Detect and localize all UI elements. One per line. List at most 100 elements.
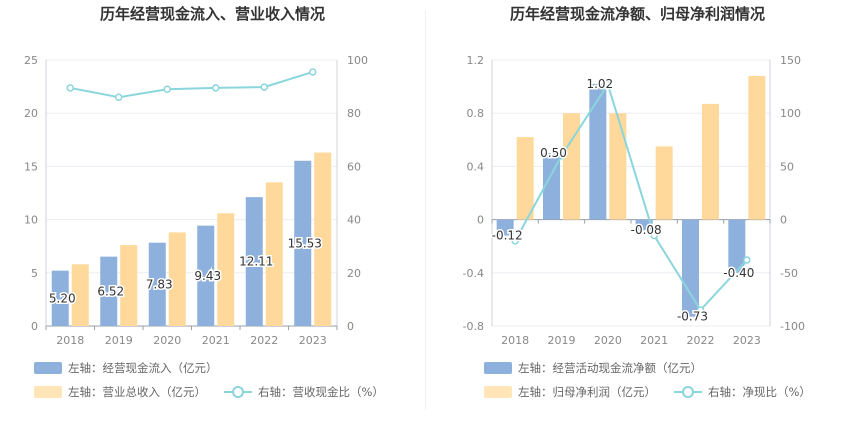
x-tick-label: 2022 — [687, 334, 715, 347]
bar-secondary — [71, 264, 89, 326]
y-left-tick-label: 0.4 — [467, 160, 485, 173]
y-left-tick-label: 25 — [24, 54, 38, 67]
y-left-tick-label: 0 — [31, 320, 38, 333]
x-tick-label: 2019 — [548, 334, 576, 347]
ratio-point — [115, 93, 123, 101]
x-tick-label: 2021 — [202, 334, 230, 347]
bar-primary — [245, 197, 263, 326]
ratio-point — [212, 84, 220, 92]
bar-primary — [682, 219, 699, 317]
bar-primary — [197, 225, 215, 326]
y-left-tick-label: 15 — [24, 160, 38, 173]
legend-item-ratio[interactable]: 右轴：营收现金比（%） — [224, 384, 384, 400]
x-tick-label: 2023 — [733, 334, 761, 347]
y-right-tick-label: 150 — [780, 54, 801, 67]
y-left-tick-label: 20 — [24, 107, 38, 120]
bar-secondary — [655, 146, 673, 220]
y-right-tick-label: 80 — [347, 107, 361, 120]
legend-label: 左轴：经营活动现金流净额（亿元） — [518, 361, 702, 375]
legend-row-2: 左轴：营业总收入（亿元） 右轴：营收现金比（%） — [34, 384, 402, 400]
ratio-point — [696, 306, 705, 314]
legend-line-icon — [674, 386, 702, 398]
ratio-point — [650, 231, 658, 240]
data-label: -0.40 — [723, 266, 754, 280]
ratio-line — [70, 71, 314, 99]
y-right-tick-label: 60 — [347, 160, 361, 173]
left-chart-plot: 0 5 10 15 20 25 0 20 40 60 80 100 2018 2019 2020 2021 20… — [24, 54, 368, 347]
y-right-tick-label: 0 — [347, 320, 354, 333]
bar-secondary — [265, 182, 283, 326]
data-label: 9.43 — [194, 269, 221, 283]
ratio-point — [557, 152, 566, 160]
legend-item-net-cash-flow[interactable]: 左轴：经营活动现金流净额（亿元） — [484, 360, 702, 376]
bar-primary — [589, 83, 607, 220]
x-tick-label: 2021 — [640, 334, 668, 347]
legend-swatch-orange — [484, 386, 512, 398]
bar-secondary — [702, 103, 719, 220]
bar-secondary — [217, 213, 235, 326]
data-label: 1.02 — [586, 77, 613, 91]
left-chart-panel: 历年经营现金流入、营业收入情况 0 5 10 15 20 25 0 20 40 60 80 100 20… — [24, 5, 402, 400]
x-tick-label: 2022 — [250, 334, 278, 347]
x-tick-label: 2018 — [56, 334, 84, 347]
bar-primary — [543, 153, 560, 220]
data-label: 6.52 — [97, 284, 124, 298]
legend-row-2: 左轴：归母净利润（亿元） 右轴：净现比（%） — [484, 384, 829, 400]
bar-secondary — [168, 232, 186, 326]
legend-swatch-blue — [34, 362, 62, 374]
bar-primary — [496, 219, 514, 236]
bar-primary — [100, 256, 118, 326]
data-label: 15.53 — [288, 236, 322, 250]
bar-secondary — [748, 75, 766, 220]
legend-label: 左轴：归母净利润（亿元） — [518, 385, 656, 399]
y-right-tick-label: 0 — [780, 214, 787, 227]
legend-item-net-cash-ratio[interactable]: 右轴：净现比（%） — [674, 384, 811, 400]
bar-primary — [294, 160, 312, 326]
right-chart-panel: 历年经营现金流净额、归母净利润情况 -0.8 -0.4 0 0.4 0.8 1.2 -100… — [425, 0, 850, 437]
y-right-tick-label: 40 — [347, 214, 361, 227]
y-right-tick-label: -50 — [780, 267, 798, 280]
ratio-line — [514, 82, 748, 312]
bar-secondary — [120, 245, 138, 326]
ratio-point — [66, 84, 74, 92]
ratio-point — [309, 68, 317, 76]
y-right-tick-label: -100 — [780, 320, 805, 333]
y-left-tick-label: -0.8 — [463, 320, 484, 333]
x-tick-label: 2019 — [105, 334, 133, 347]
bar-primary — [728, 219, 746, 273]
data-label: -0.12 — [492, 229, 523, 243]
legend-item-cash-inflow[interactable]: 左轴：经营现金流入（亿元） — [34, 360, 218, 376]
chart-title: 历年经营现金流入、营业收入情况 — [99, 5, 325, 23]
ratio-point — [511, 237, 519, 245]
legend-item-revenue[interactable]: 左轴：营业总收入（亿元） — [34, 384, 206, 400]
data-label: -0.73 — [677, 310, 708, 324]
y-left-tick-label: 10 — [24, 214, 38, 227]
y-left-tick-label: 1.2 — [467, 54, 485, 67]
data-label: 0.50 — [540, 146, 567, 160]
ratio-point — [260, 83, 268, 91]
bar-primary — [148, 242, 166, 326]
y-right-tick-label: 20 — [347, 267, 361, 280]
legend-label: 右轴：营收现金比（%） — [258, 385, 384, 399]
bar-secondary — [609, 113, 627, 220]
x-tick-label: 2018 — [501, 334, 529, 347]
chart-title: 历年经营现金流净额、归母净利润情况 — [509, 5, 765, 23]
y-left-tick-label: 5 — [31, 267, 38, 280]
ratio-point — [163, 85, 171, 94]
y-left-tick-label: 0 — [477, 214, 484, 227]
legend-row-1: 左轴：经营活动现金流净额（亿元） — [484, 360, 720, 376]
legend-label: 左轴：营业总收入（亿元） — [68, 385, 206, 399]
legend-line-icon — [224, 386, 252, 398]
bar-primary — [51, 270, 69, 326]
y-left-tick-label: 0.8 — [467, 107, 485, 120]
y-right-tick-label: 100 — [780, 107, 801, 120]
x-tick-label: 2020 — [153, 334, 181, 347]
data-label: 5.20 — [49, 291, 76, 305]
y-right-tick-label: 50 — [780, 160, 794, 173]
bar-secondary — [516, 137, 534, 220]
panel-divider — [425, 10, 426, 410]
legend-item-net-profit[interactable]: 左轴：归母净利润（亿元） — [484, 384, 656, 400]
legend-row-1: 左轴：经营现金流入（亿元） — [34, 360, 236, 376]
ratio-point — [743, 256, 751, 264]
ratio-point — [604, 80, 612, 89]
